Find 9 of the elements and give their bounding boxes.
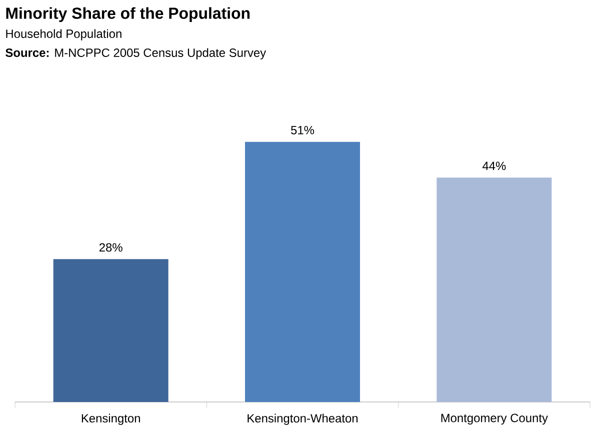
x-tick-label: Kensington (82, 414, 140, 425)
data-label: 28% (99, 243, 122, 252)
x-tick-label: Kensington-Wheaton (248, 414, 358, 425)
text: Source: M-NCPPC 2005 Census Update Survey (6, 48, 266, 60)
chart-title: Minority Share of the Population (6, 7, 250, 22)
data-label: 51% (291, 126, 314, 134)
chart-subtitle: Household Population (6, 29, 122, 40)
data-label: 44% (482, 162, 506, 170)
x-tick-label: Montgomery County (441, 414, 548, 425)
